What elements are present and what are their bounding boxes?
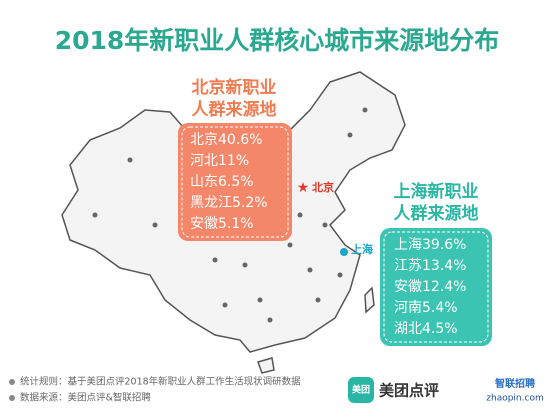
source-item: 湖北4.5% — [394, 321, 458, 337]
source-item: 上海39.6% — [394, 237, 466, 253]
beijing-box — [178, 123, 292, 241]
footer-note: 数据来源：美团点评&智联招聘 — [20, 392, 151, 404]
source-item: 山东6.5% — [190, 174, 254, 190]
source-item: 安徽12.4% — [394, 279, 466, 295]
beijing-title: 北京新职业 — [192, 77, 277, 98]
meituan-icon-text: 美团 — [352, 384, 370, 396]
zhilian-url: zhaopin.com — [486, 394, 543, 404]
source-item: 黑龙江5.2% — [190, 195, 268, 211]
source-item: 河南5.4% — [394, 300, 458, 316]
shanghai-title: 上海新职业 — [394, 181, 479, 202]
zhilian-logo: 智联招聘 — [495, 377, 535, 390]
meituan-icon — [348, 377, 374, 403]
source-item: 北京40.6% — [190, 132, 262, 148]
shanghai-dot — [340, 248, 348, 256]
source-item: 江苏13.4% — [394, 258, 466, 274]
beijing-star: ★ — [297, 180, 310, 196]
city-dots — [92, 107, 368, 323]
beijing-box-border — [181, 126, 289, 238]
bullet — [9, 395, 15, 401]
beijing-title: 人群来源地 — [192, 99, 277, 120]
shanghai-title: 人群来源地 — [394, 203, 479, 224]
shanghai-box — [380, 228, 492, 346]
hainan — [257, 357, 275, 374]
shanghai-label: 上海 — [351, 242, 373, 256]
bullet — [9, 379, 15, 385]
meituan-logo: 美团点评 — [379, 382, 439, 400]
source-item: 河北11% — [190, 153, 249, 169]
footer-note: 统计规则：基于美团点评2018年新职业人群工作生活现状调研数据 — [20, 376, 301, 388]
shanghai-box-border — [383, 231, 489, 343]
beijing-label: 北京 — [312, 180, 334, 194]
title: 2018年新职业人群核心城市来源地分布 — [55, 26, 500, 55]
source-item: 安徽5.1% — [190, 216, 254, 232]
taiwan — [364, 286, 375, 314]
